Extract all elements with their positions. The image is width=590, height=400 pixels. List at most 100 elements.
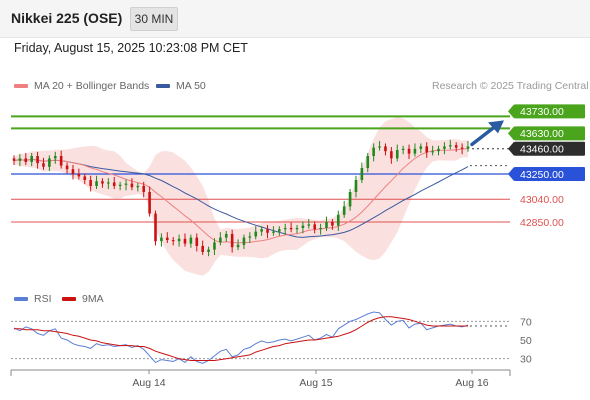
candle-body bbox=[18, 158, 22, 161]
rsi-tick-label: 30 bbox=[520, 354, 532, 366]
candle-body bbox=[195, 237, 199, 246]
candle-body bbox=[201, 246, 204, 252]
x-axis-label: Aug 16 bbox=[455, 377, 488, 389]
timeframe-button[interactable]: 30 MIN bbox=[130, 7, 178, 31]
candle-body bbox=[65, 165, 69, 170]
rsi-9ma-line bbox=[14, 316, 468, 361]
ma50-line bbox=[13, 158, 469, 238]
candle-body bbox=[378, 146, 381, 148]
candle-body bbox=[266, 229, 269, 233]
candle-body bbox=[148, 192, 151, 214]
candle-body bbox=[36, 156, 39, 164]
candle-body bbox=[30, 156, 33, 162]
candle-body bbox=[313, 224, 317, 230]
candle-body bbox=[431, 151, 434, 153]
rsi-tick-label: 50 bbox=[520, 335, 532, 347]
level-label-target-0: 43730.00 bbox=[520, 106, 564, 118]
legend-ma20: MA 20 + Bollinger Bands bbox=[14, 80, 149, 92]
candle-body bbox=[53, 156, 57, 159]
candle-body bbox=[48, 158, 51, 167]
level-label-pivot-3: 43250.00 bbox=[520, 169, 564, 181]
candle-body bbox=[354, 180, 358, 192]
candle-body bbox=[325, 222, 328, 228]
candle-body bbox=[360, 168, 364, 180]
candle-body bbox=[107, 182, 110, 184]
candle-body bbox=[154, 213, 157, 242]
candle-body bbox=[449, 145, 452, 147]
candle-body bbox=[336, 214, 340, 226]
candle-body bbox=[136, 186, 140, 188]
candles-layer bbox=[12, 139, 470, 257]
candle-body bbox=[24, 158, 28, 162]
rsi-layer: 70 50 30 bbox=[11, 311, 532, 366]
candle-body bbox=[213, 242, 216, 250]
projection-arrow-head bbox=[488, 120, 504, 134]
candle-body bbox=[59, 156, 63, 166]
rsi-line bbox=[13, 311, 469, 364]
candle-body bbox=[236, 244, 240, 248]
rsi-tick-label: 70 bbox=[520, 316, 532, 328]
candle-body bbox=[283, 228, 287, 230]
candle-body bbox=[165, 237, 169, 240]
level-label-support-4: 43040.00 bbox=[520, 194, 564, 206]
candle-body bbox=[183, 238, 187, 244]
legend-ma20-swatch bbox=[14, 84, 28, 89]
candle-body bbox=[83, 176, 87, 180]
candle-body bbox=[307, 224, 311, 226]
level-label-current-2: 43460.00 bbox=[520, 144, 564, 156]
candle-body bbox=[401, 148, 405, 150]
level-label-support-5: 42850.00 bbox=[520, 217, 564, 229]
x-axis-label: Aug 15 bbox=[299, 377, 332, 389]
candle-body bbox=[71, 169, 75, 174]
candle-body bbox=[295, 228, 299, 230]
candle-body bbox=[407, 148, 411, 154]
x-axis-label: Aug 14 bbox=[132, 377, 165, 389]
candle-body bbox=[130, 183, 134, 188]
header-bar: Nikkei 225 (OSE) 30 MIN bbox=[0, 0, 590, 38]
legend-rsi: RSI bbox=[14, 293, 52, 305]
candle-body bbox=[248, 236, 252, 238]
legend-9ma-swatch bbox=[62, 297, 76, 302]
level-label-box-1 bbox=[514, 126, 585, 141]
candle-body bbox=[242, 237, 246, 245]
level-label-box-0 bbox=[514, 104, 585, 119]
candle-body bbox=[419, 146, 423, 149]
candle-body bbox=[230, 234, 234, 248]
candle-body bbox=[219, 237, 222, 243]
candle-body bbox=[224, 234, 228, 238]
legend-rsi-swatch bbox=[14, 297, 28, 302]
candle-body bbox=[425, 146, 429, 153]
candle-body bbox=[89, 180, 92, 186]
candle-body bbox=[101, 181, 104, 184]
candle-body bbox=[466, 146, 470, 149]
candle-body bbox=[171, 240, 175, 242]
candle-body bbox=[443, 146, 446, 149]
legend-ma50-label: MA 50 bbox=[176, 80, 206, 92]
candle-body bbox=[366, 156, 370, 168]
candle-body bbox=[77, 174, 81, 177]
candle-body bbox=[390, 151, 393, 159]
candle-body bbox=[331, 222, 334, 226]
level-label-pointer-0 bbox=[508, 104, 514, 119]
level-label-pointer-2 bbox=[508, 141, 514, 156]
candle-body bbox=[160, 237, 163, 242]
projection-layer bbox=[470, 120, 504, 147]
candle-body bbox=[460, 147, 464, 149]
candle-body bbox=[348, 192, 352, 207]
projection-arrow-shaft bbox=[470, 125, 496, 147]
candle-body bbox=[112, 182, 116, 186]
candle-body bbox=[384, 146, 387, 152]
credit-text: Research © 2025 Trading Central bbox=[432, 80, 589, 92]
candle-body bbox=[454, 145, 458, 148]
moving-average-layer bbox=[13, 148, 508, 244]
candle-body bbox=[437, 148, 440, 152]
candle-body bbox=[207, 249, 210, 252]
candle-body bbox=[372, 147, 375, 156]
legend-9ma: 9MA bbox=[62, 293, 104, 305]
bollinger-band bbox=[14, 116, 468, 276]
candle-body bbox=[124, 183, 128, 185]
legend-rsi-label: RSI bbox=[34, 293, 52, 305]
candle-body bbox=[189, 237, 193, 244]
